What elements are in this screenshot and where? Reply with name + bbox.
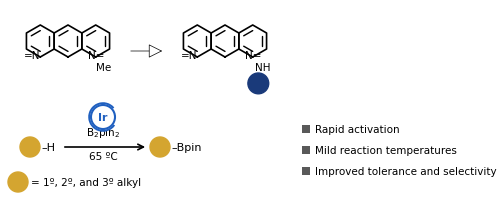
Circle shape: [8, 172, 28, 192]
FancyBboxPatch shape: [302, 167, 310, 175]
Text: N=: N=: [246, 50, 262, 60]
Text: =N: =N: [180, 50, 197, 60]
Text: Rapid activation: Rapid activation: [315, 124, 400, 134]
Text: Improved tolerance and selectivity: Improved tolerance and selectivity: [315, 166, 496, 176]
Text: B$_2$pin$_2$: B$_2$pin$_2$: [86, 125, 120, 139]
Text: N=: N=: [88, 50, 105, 60]
Text: –Bpin: –Bpin: [171, 142, 202, 152]
Text: 65 ºC: 65 ºC: [88, 151, 118, 161]
Circle shape: [20, 137, 40, 157]
Text: –H: –H: [41, 142, 55, 152]
FancyBboxPatch shape: [302, 146, 310, 154]
Text: Ir: Ir: [98, 113, 108, 122]
Text: =N: =N: [24, 50, 40, 60]
Text: Mild reaction temperatures: Mild reaction temperatures: [315, 145, 457, 155]
Circle shape: [248, 74, 268, 94]
FancyBboxPatch shape: [302, 125, 310, 133]
Text: NH: NH: [254, 62, 270, 72]
Text: Me: Me: [96, 62, 112, 72]
Circle shape: [150, 137, 170, 157]
Text: = 1º, 2º, and 3º alkyl: = 1º, 2º, and 3º alkyl: [31, 177, 141, 187]
